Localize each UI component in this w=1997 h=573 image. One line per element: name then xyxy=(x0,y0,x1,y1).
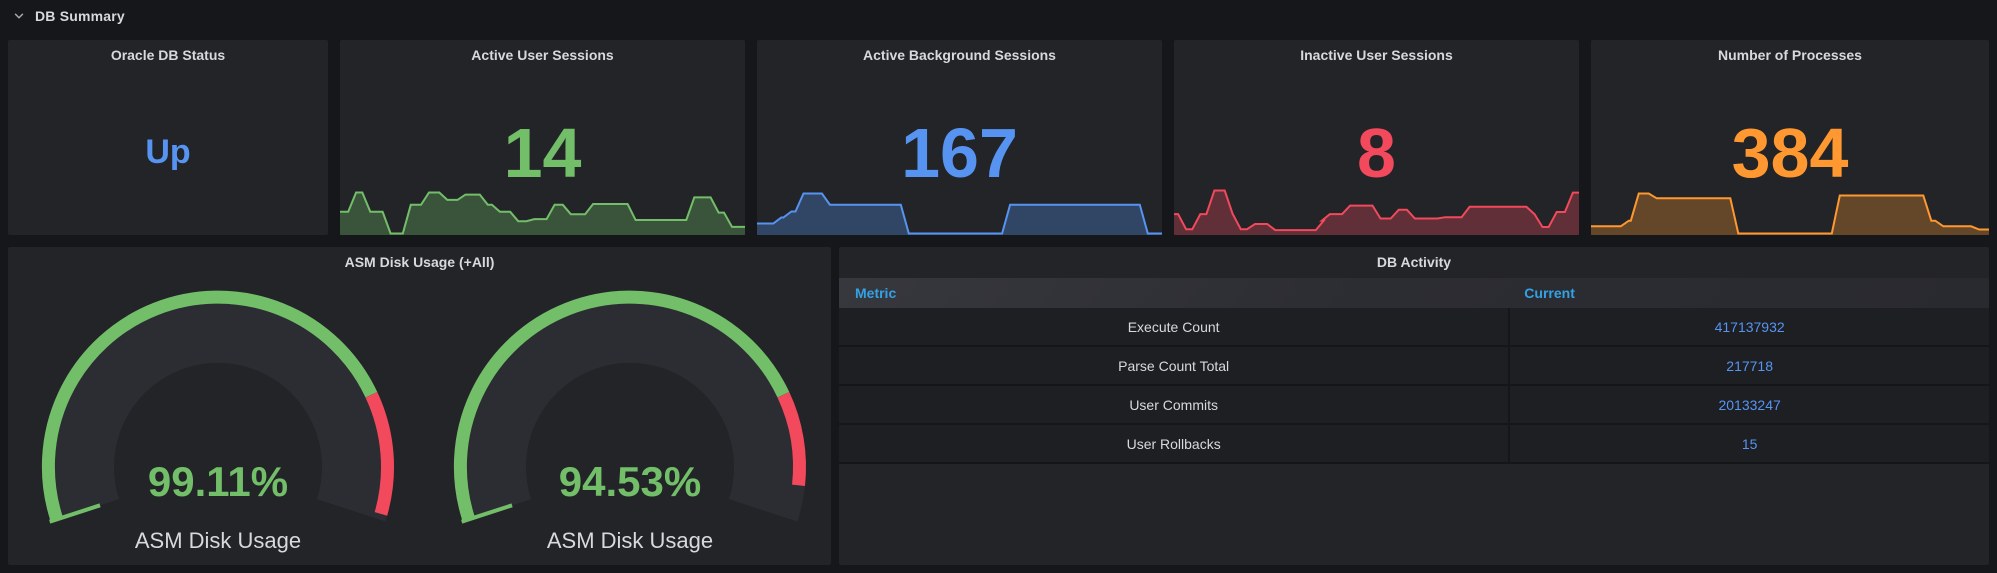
sparkline-fill xyxy=(1591,193,1989,235)
stat-value: 384 xyxy=(1731,114,1849,192)
sparkline-chart xyxy=(1591,192,1989,235)
gauge-label: ASM Disk Usage xyxy=(547,528,713,553)
gauge-value: 99.11% xyxy=(148,458,288,505)
stat-panel-oracle-db-status: Oracle DB Status Up xyxy=(8,40,328,235)
sparkline-fill xyxy=(340,192,745,235)
gauge-value: 94.53% xyxy=(559,458,701,505)
panel-title[interactable]: Oracle DB Status xyxy=(110,47,226,63)
row-header-db-summary[interactable]: DB Summary xyxy=(0,0,1997,32)
metric-cell: User Rollbacks xyxy=(1126,435,1221,452)
table-row: User Rollbacks 15 xyxy=(839,425,1989,464)
panel-title[interactable]: Active Background Sessions xyxy=(863,47,1056,63)
table-panel-db-activity: DB Activity Metric Current Execute Count 41… xyxy=(839,247,1989,565)
panel-title[interactable]: Inactive User Sessions xyxy=(1300,47,1453,63)
gauge-arc-green xyxy=(41,290,378,522)
gauge-track xyxy=(454,290,806,522)
panel-title[interactable]: Active User Sessions xyxy=(471,47,614,63)
sparkline-line xyxy=(1591,192,1989,235)
gauge-arc-red xyxy=(777,392,806,487)
gauge-zero-tick xyxy=(461,503,513,524)
gauge-panel-asm-disk-usage: ASM Disk Usage (+All) 99.11% ASM Disk Usa… xyxy=(8,247,831,565)
table-row: Parse Count Total 217718 xyxy=(839,347,1989,386)
gauge-arc-red xyxy=(365,392,394,516)
panel-title[interactable]: Number of Processes xyxy=(1718,47,1862,63)
value-cell: 217718 xyxy=(1508,347,1989,384)
sparkline-chart xyxy=(1174,189,1579,235)
value-cell: 417137932 xyxy=(1508,308,1989,345)
stat-value: Up xyxy=(145,133,191,171)
column-header-metric[interactable]: Metric xyxy=(855,285,897,301)
stat-value: 14 xyxy=(503,114,582,192)
panel-title[interactable]: ASM Disk Usage (+All) xyxy=(344,254,495,270)
metric-cell: Parse Count Total xyxy=(1118,357,1230,374)
table-row: Execute Count 417137932 xyxy=(839,308,1989,347)
gauge-chart: 99.11% ASM Disk Usage 94.53% ASM Disk Usage xyxy=(41,290,806,553)
value-cell: 20133247 xyxy=(1508,386,1989,423)
table-header-row: Metric Current xyxy=(839,278,1989,308)
sparkline-fill xyxy=(757,193,1162,235)
value-cell: 15 xyxy=(1508,425,1989,462)
sparkline-line xyxy=(340,191,745,235)
panel-title[interactable]: DB Activity xyxy=(1376,254,1452,270)
table-row: User Commits 20133247 xyxy=(839,386,1989,425)
stat-panel-active-user-sessions: Active User Sessions 14 xyxy=(340,40,745,235)
sparkline-chart xyxy=(757,192,1162,235)
metric-cell: Execute Count xyxy=(1127,318,1220,335)
gauge-arc-green xyxy=(453,290,790,522)
chevron-down-icon xyxy=(12,9,26,23)
stat-panel-number-of-processes: Number of Processes 384 xyxy=(1591,40,1989,235)
row-title: DB Summary xyxy=(35,8,125,24)
stat-panel-inactive-user-sessions: Inactive User Sessions 8 xyxy=(1174,40,1579,235)
stat-value: 167 xyxy=(901,114,1018,192)
sparkline-chart xyxy=(340,191,745,235)
gauge-zero-tick xyxy=(49,503,101,524)
sparkline-line xyxy=(757,192,1162,235)
sparkline-line xyxy=(1174,189,1579,232)
stat-panel-active-background-sessions: Active Background Sessions 167 xyxy=(757,40,1162,235)
metric-cell: User Commits xyxy=(1129,396,1218,413)
db-activity-table: Metric Current Execute Count 417137932 Parse… xyxy=(839,278,1989,464)
stat-value: 8 xyxy=(1357,114,1396,192)
gauge-label: ASM Disk Usage xyxy=(135,528,301,553)
gauge-track xyxy=(42,290,394,522)
column-header-current[interactable]: Current xyxy=(1524,285,1575,301)
